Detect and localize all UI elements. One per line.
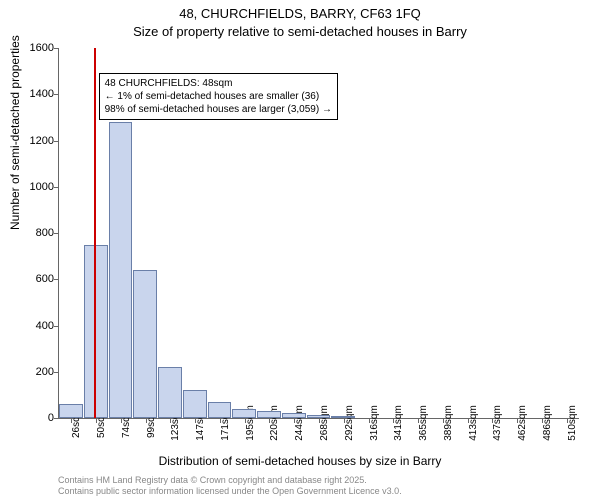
histogram-bar: [331, 416, 355, 418]
x-tick-label: 437sqm: [492, 405, 503, 441]
annotation-line: 48 CHURCHFIELDS: 48sqm: [105, 77, 332, 90]
chart-title-sub: Size of property relative to semi-detach…: [0, 24, 600, 39]
y-tick-mark: [54, 141, 59, 142]
x-tick-label: 510sqm: [567, 405, 578, 441]
x-tick-label: 413sqm: [468, 405, 479, 441]
y-tick-mark: [54, 94, 59, 95]
x-tick-label: 341sqm: [393, 405, 404, 441]
annotation-line: 98% of semi-detached houses are larger (…: [105, 103, 332, 116]
x-tick-label: 316sqm: [369, 405, 380, 441]
y-tick-label: 400: [36, 320, 54, 332]
histogram-bar: [109, 122, 133, 418]
y-tick-mark: [54, 372, 59, 373]
x-axis-label: Distribution of semi-detached houses by …: [0, 454, 600, 468]
footer-attribution: Contains HM Land Registry data © Crown c…: [58, 475, 402, 498]
y-tick-label: 600: [36, 273, 54, 285]
y-tick-mark: [54, 279, 59, 280]
y-tick-label: 1000: [30, 181, 54, 193]
y-axis-label: Number of semi-detached properties: [8, 35, 22, 230]
y-tick-label: 0: [48, 412, 54, 424]
x-tick-label: 365sqm: [418, 405, 429, 441]
y-tick-mark: [54, 187, 59, 188]
y-tick-mark: [54, 233, 59, 234]
y-tick-mark: [54, 326, 59, 327]
histogram-bar: [183, 390, 207, 418]
histogram-bar: [232, 409, 256, 418]
histogram-bar: [59, 404, 83, 418]
x-tick-label: 486sqm: [542, 405, 553, 441]
x-tick-label: 462sqm: [517, 405, 528, 441]
histogram-chart: 48, CHURCHFIELDS, BARRY, CF63 1FQ Size o…: [0, 0, 600, 500]
plot-area: 0200400600800100012001400160026sqm50sqm7…: [58, 48, 579, 419]
histogram-bar: [133, 270, 157, 418]
x-tick-label: 244sqm: [294, 405, 305, 441]
histogram-bar: [307, 415, 331, 418]
y-tick-label: 800: [36, 227, 54, 239]
y-tick-label: 200: [36, 366, 54, 378]
x-tick-label: 292sqm: [344, 405, 355, 441]
y-tick-label: 1400: [30, 88, 54, 100]
y-tick-label: 1200: [30, 135, 54, 147]
histogram-bar: [257, 411, 281, 418]
footer-line-2: Contains public sector information licen…: [58, 486, 402, 498]
annotation-box: 48 CHURCHFIELDS: 48sqm← 1% of semi-detac…: [99, 73, 338, 120]
y-tick-mark: [54, 418, 59, 419]
histogram-bar: [208, 402, 232, 418]
x-tick-label: 389sqm: [443, 405, 454, 441]
annotation-line: ← 1% of semi-detached houses are smaller…: [105, 90, 332, 103]
footer-line-1: Contains HM Land Registry data © Crown c…: [58, 475, 402, 487]
chart-title-main: 48, CHURCHFIELDS, BARRY, CF63 1FQ: [0, 6, 600, 21]
histogram-bar: [282, 413, 306, 418]
y-tick-label: 1600: [30, 42, 54, 54]
y-tick-mark: [54, 48, 59, 49]
x-tick-label: 268sqm: [319, 405, 330, 441]
reference-line: [94, 48, 96, 418]
histogram-bar: [158, 367, 182, 418]
